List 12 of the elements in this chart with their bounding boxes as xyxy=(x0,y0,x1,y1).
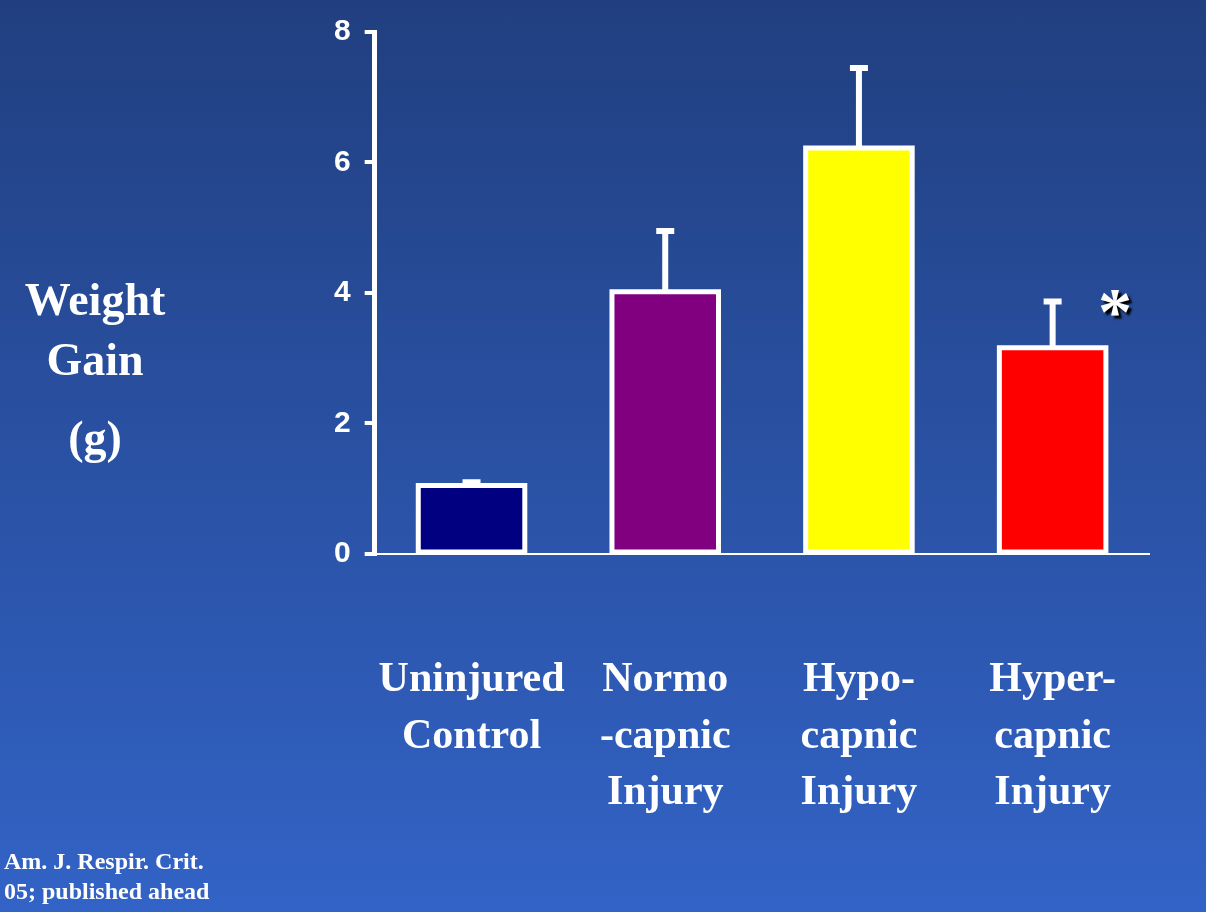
y-tick-label: 2 xyxy=(334,404,351,438)
y-tick-label: 4 xyxy=(334,274,351,308)
y-tick-label: 8 xyxy=(334,13,351,47)
x-tick-label: Hyper- capnic Injury xyxy=(989,654,1117,814)
annotation: * xyxy=(1098,272,1132,351)
x-tick-label: Hypo- capnic Injury xyxy=(800,654,918,814)
x-tick-label: Uninjured Control xyxy=(378,654,565,757)
y-tick-label: 6 xyxy=(334,143,351,177)
x-tick-label: Normo -capnic Injury xyxy=(599,654,731,814)
text: Am. J. Respir. Crit. 05; published ahead xyxy=(4,847,210,906)
y-axis-title: Weight Gain (g) xyxy=(23,273,167,465)
y-tick-label: 0 xyxy=(334,535,351,569)
